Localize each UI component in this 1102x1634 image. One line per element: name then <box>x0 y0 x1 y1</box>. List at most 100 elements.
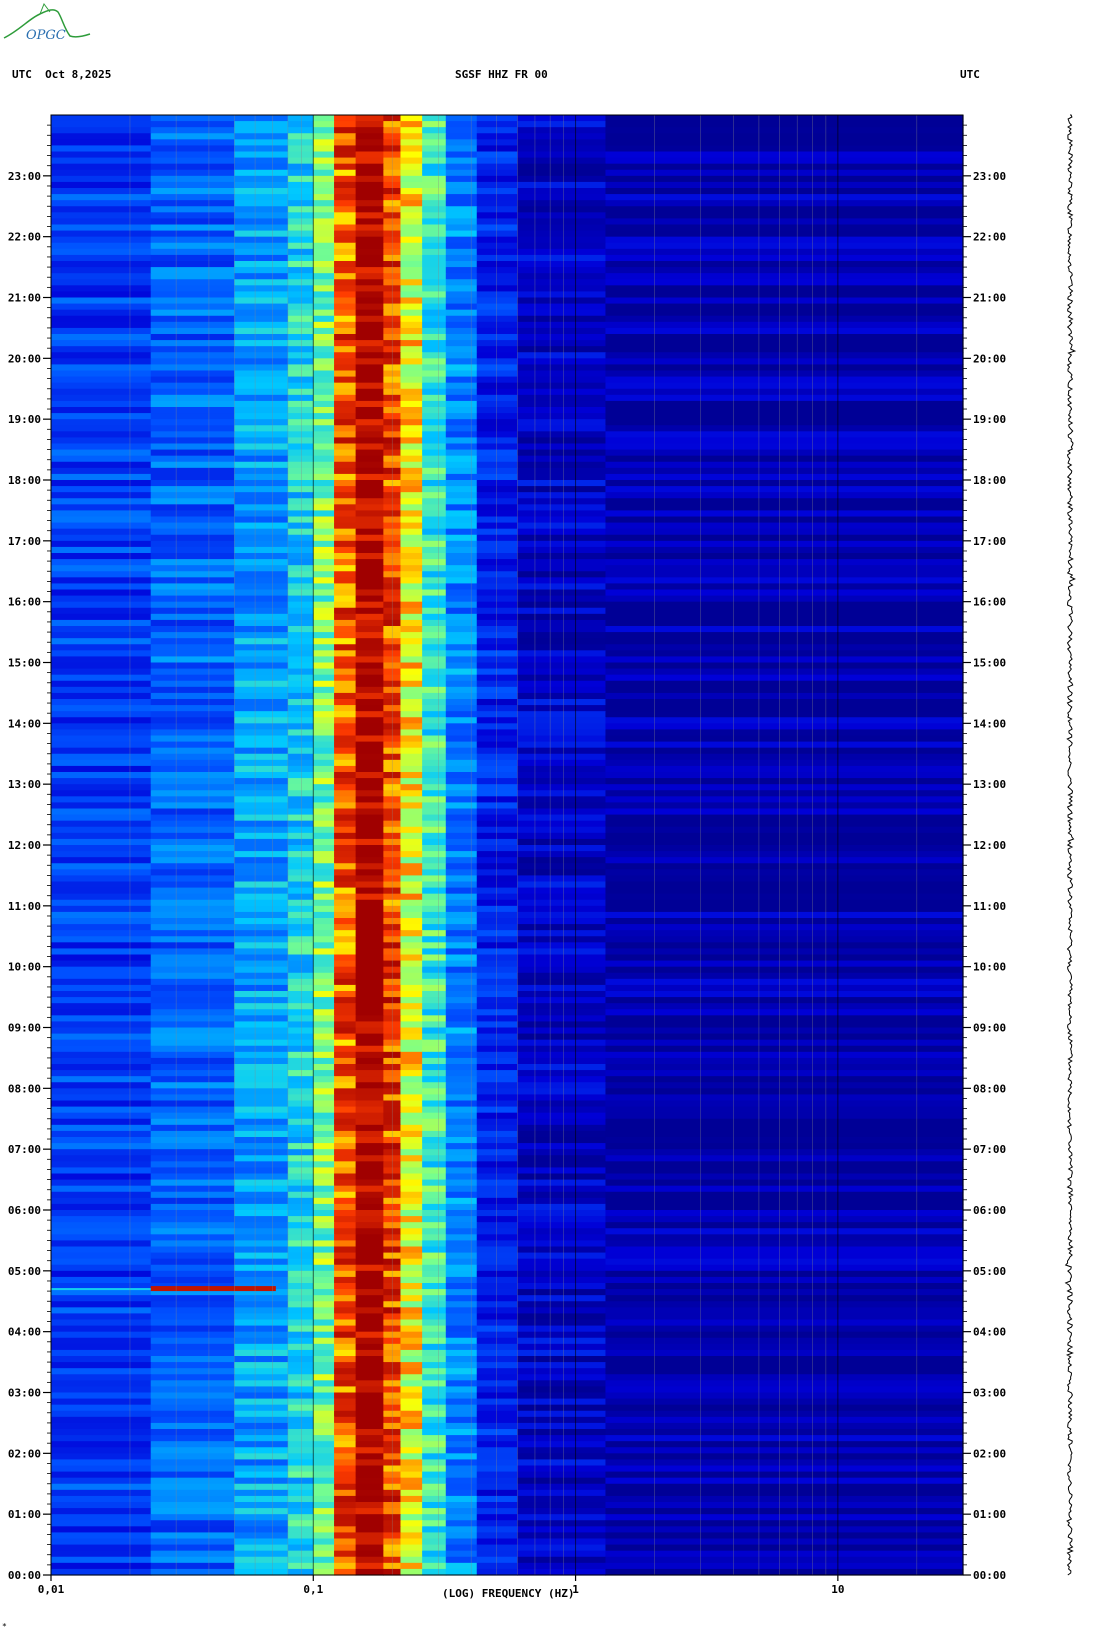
spectrum-cell <box>400 1228 423 1235</box>
spectrum-cell <box>287 881 314 889</box>
spectrum-cell <box>400 175 423 183</box>
spectrum-cell <box>51 121 152 128</box>
spectrum-cell <box>605 1520 964 1527</box>
spectrum-cell <box>400 1167 423 1175</box>
spectrum-cell <box>605 948 964 956</box>
spectrum-cell <box>313 1197 335 1205</box>
spectrum-cell <box>422 309 447 317</box>
spectrum-cell <box>445 279 478 286</box>
spectrum-cell <box>150 1210 235 1217</box>
spectrum-cell <box>51 845 152 852</box>
spectrum-cell <box>334 826 357 834</box>
spectrum-cell <box>400 498 423 505</box>
spectrum-cell <box>334 577 357 585</box>
spectrum-cell <box>313 510 335 518</box>
spectrum-cell <box>400 778 423 785</box>
spectrum-cell <box>355 1319 384 1327</box>
spectrum-cell <box>605 1173 964 1181</box>
spectrum-cell <box>334 1356 357 1363</box>
spectrum-cell <box>400 1203 423 1211</box>
spectrum-cell <box>445 1082 478 1089</box>
spectrum-cell <box>313 309 335 317</box>
spectrum-cell <box>445 157 478 165</box>
spectrum-cell <box>422 1441 447 1448</box>
spectrum-cell <box>355 1349 384 1357</box>
spectrum-cell <box>51 388 152 396</box>
spectrum-cell <box>476 1045 518 1053</box>
spectrum-cell <box>355 692 384 700</box>
spectrum-cell <box>476 1155 518 1162</box>
spectrum-cell <box>445 1526 478 1534</box>
spectrum-cell <box>287 455 314 463</box>
spectrum-cell <box>476 522 518 530</box>
spectrum-cell <box>476 705 518 712</box>
spectrum-cell <box>334 473 357 481</box>
spectrum-cell <box>313 1374 335 1381</box>
spectrum-cell <box>517 1112 607 1120</box>
spectrum-cell <box>313 194 335 201</box>
spectrum-cell <box>445 486 478 493</box>
spectrum-cell <box>234 1319 289 1327</box>
spectrum-cell <box>334 1088 357 1096</box>
spectrum-cell <box>517 546 607 554</box>
spectrum-cell <box>445 437 478 445</box>
spectrum-cell <box>51 1143 152 1150</box>
spectrum-cell <box>234 650 289 658</box>
spectrum-cell <box>517 1362 607 1369</box>
spectrum-cell <box>313 607 335 615</box>
spectrum-cell <box>422 1398 447 1406</box>
spectrum-cell <box>605 1276 964 1284</box>
spectrum-cell <box>313 169 335 177</box>
spectrum-cell <box>355 626 384 633</box>
spectrum-cell <box>355 425 384 432</box>
spectrum-cell <box>422 1459 447 1467</box>
spectrum-cell <box>150 1313 235 1321</box>
spectrum-cell <box>605 236 964 244</box>
spectrum-cell <box>517 820 607 828</box>
spectrum-cell <box>313 626 335 633</box>
spectrum-cell <box>422 340 447 347</box>
spectrum-cell <box>355 1246 384 1254</box>
spectrum-cell <box>51 133 152 140</box>
spectrum-cell <box>517 1325 607 1333</box>
spectrum-cell <box>287 1088 314 1096</box>
spectrum-cell <box>605 1264 964 1272</box>
spectrum-cell <box>517 814 607 822</box>
spectrum-cell <box>334 784 357 791</box>
spectrum-cell <box>400 291 423 299</box>
y-tick-label-right: 04:00 <box>973 1326 1006 1339</box>
spectrum-cell <box>150 407 235 414</box>
spectrum-cell <box>605 638 964 645</box>
spectrum-cell <box>51 1234 152 1242</box>
spectrum-cell <box>287 413 314 420</box>
spectrum-cell <box>234 1520 289 1527</box>
spectrum-cell <box>51 881 152 889</box>
spectrum-cell <box>476 1234 518 1242</box>
spectrum-cell <box>445 1191 478 1199</box>
spectrum-cell <box>150 674 235 682</box>
spectrum-cell <box>287 1045 314 1053</box>
spectrum-cell <box>400 181 423 189</box>
spectrum-cell <box>355 248 384 256</box>
spectrum-cell <box>51 613 152 621</box>
header-left: UTC Oct 8,2025 <box>12 68 112 81</box>
spectrum-cell <box>400 1276 423 1284</box>
spectrum-cell <box>51 1343 152 1351</box>
spectrum-cell <box>287 1246 314 1254</box>
y-tick-label-right: 12:00 <box>973 839 1006 852</box>
spectrum-cell <box>517 583 607 591</box>
spectrum-cell <box>445 528 478 536</box>
spectrum-cell <box>422 899 447 907</box>
spectrum-cell <box>605 978 964 986</box>
spectrum-cell <box>234 437 289 445</box>
spectrum-cell <box>234 619 289 627</box>
spectrum-cell <box>287 845 314 852</box>
spectrum-cell <box>445 461 478 469</box>
spectrum-cell <box>445 309 478 317</box>
spectrum-cell <box>400 303 423 311</box>
spectrum-cell <box>400 899 423 907</box>
spectrum-cell <box>517 1429 607 1436</box>
spectrum-cell <box>51 1429 152 1436</box>
spectrum-cell <box>313 1039 335 1047</box>
spectrum-cell <box>234 1295 289 1302</box>
